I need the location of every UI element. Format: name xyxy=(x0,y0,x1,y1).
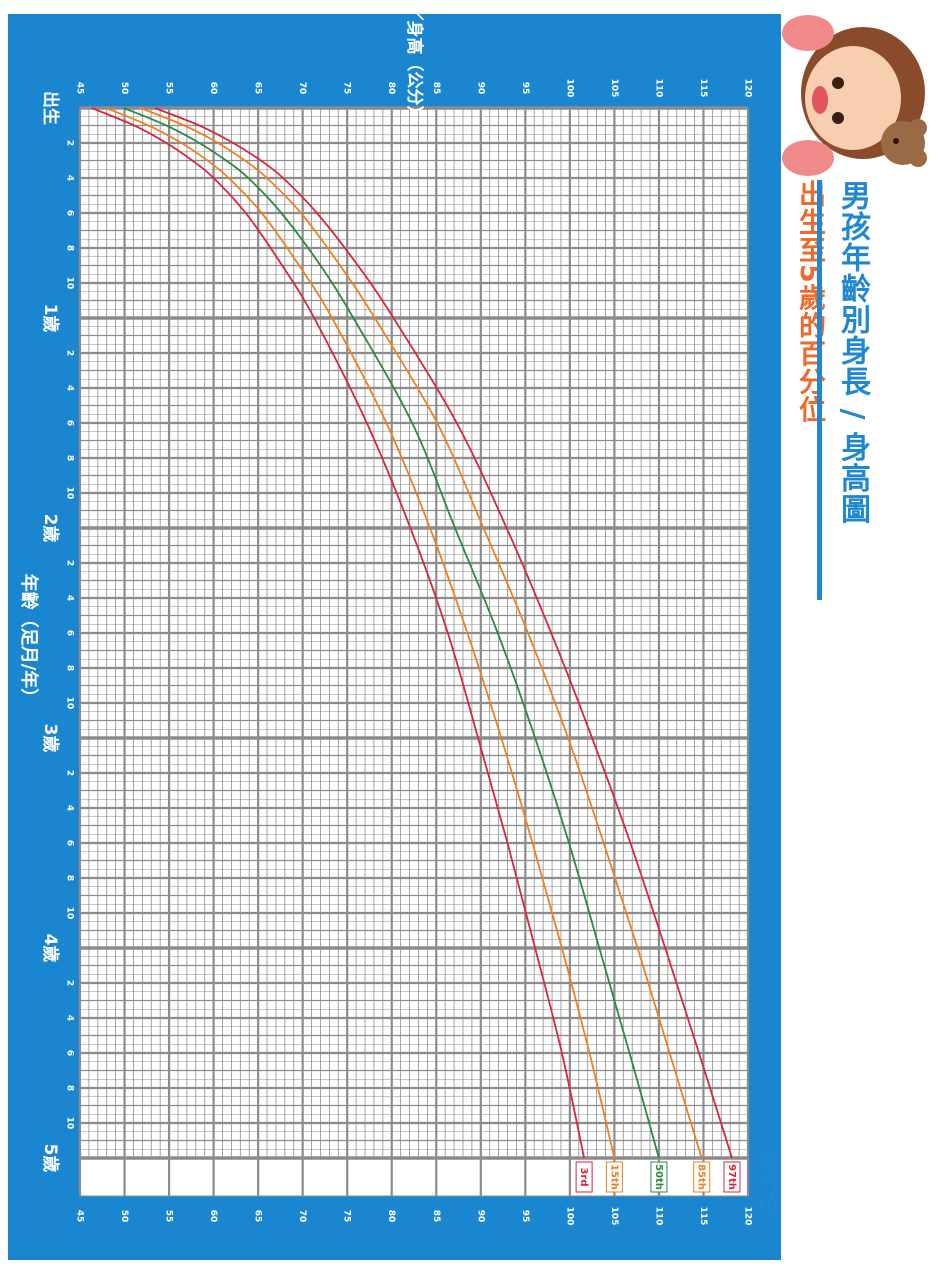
end-label-85th: 85th xyxy=(696,1164,707,1190)
age-tick-label: 8 xyxy=(65,665,75,671)
end-label-box xyxy=(575,1161,593,1193)
age-tick-label: 10 xyxy=(65,907,75,920)
age-tick-label: 8 xyxy=(65,245,75,251)
end-label-50th: 50th xyxy=(653,1164,664,1190)
age-tick-label: 6 xyxy=(65,840,75,846)
percentile-curve-85th xyxy=(140,107,703,1159)
age-tick-label: 4 xyxy=(65,1015,75,1021)
y-axis-label: 身長／身高（公分） xyxy=(404,0,425,123)
height-tick-bottom: 75 xyxy=(342,1210,352,1223)
height-tick-top: 50 xyxy=(119,82,129,95)
height-tick-top: 45 xyxy=(75,82,85,95)
cartoon-girl-icon xyxy=(768,8,936,178)
age-tick-label: 2 xyxy=(65,980,75,986)
height-tick-top: 120 xyxy=(743,79,753,98)
percentile-curve-50th xyxy=(123,107,660,1159)
height-tick-top: 115 xyxy=(698,79,708,98)
age-tick-label: 4 xyxy=(65,595,75,601)
height-tick-top: 60 xyxy=(208,82,218,95)
height-tick-bottom: 45 xyxy=(75,1210,85,1223)
height-tick-bottom: 85 xyxy=(431,1210,441,1223)
percentile-box-background xyxy=(79,1157,749,1197)
age-tick-label: 4 xyxy=(65,385,75,391)
height-tick-top: 85 xyxy=(431,82,441,95)
height-tick-bottom: 115 xyxy=(698,1207,708,1226)
end-label-box xyxy=(605,1161,623,1193)
height-tick-top: 75 xyxy=(342,82,352,95)
height-tick-top: 70 xyxy=(297,82,307,95)
chart-title: 男孩年齡別身長 / 身高圖 xyxy=(835,180,870,525)
title-block: 男孩年齡別身長 / 身高圖 出生至5歲的百分位 xyxy=(790,180,880,640)
percentile-curve-15th xyxy=(105,107,616,1159)
end-label-box xyxy=(723,1161,741,1193)
age-tick-label: 出生 xyxy=(40,91,61,125)
age-tick-label: 4 xyxy=(65,175,75,181)
chart-subtitle: 出生至5歲的百分位 xyxy=(794,180,825,424)
percentile-curve-3rd xyxy=(91,107,585,1159)
age-tick-label: 2 xyxy=(65,350,75,356)
age-tick-label: 8 xyxy=(65,1085,75,1091)
height-tick-bottom: 110 xyxy=(653,1207,663,1226)
age-tick-label: 2歲 xyxy=(40,514,61,543)
percentile-curves xyxy=(91,107,733,1159)
end-label-3rd: 3rd xyxy=(578,1167,589,1186)
age-tick-label: 8 xyxy=(65,455,75,461)
height-tick-bottom: 55 xyxy=(164,1210,174,1223)
x-axis-label: 年齡（足月/年） xyxy=(18,574,40,707)
height-tick-top: 100 xyxy=(564,79,574,98)
age-tick-label: 1歲 xyxy=(40,304,61,333)
end-label-97th: 97th xyxy=(726,1164,737,1190)
height-tick-bottom: 80 xyxy=(386,1210,396,1223)
age-tick-label: 5歲 xyxy=(40,1144,61,1173)
height-tick-bottom: 120 xyxy=(743,1207,753,1226)
height-tick-top: 80 xyxy=(386,82,396,95)
height-tick-top: 110 xyxy=(653,79,663,98)
end-label-15th: 15th xyxy=(608,1164,619,1190)
age-tick-label: 3歲 xyxy=(40,724,61,753)
percentile-curve-97th xyxy=(154,107,733,1159)
end-label-box xyxy=(693,1161,711,1193)
height-tick-bottom: 105 xyxy=(609,1207,619,1226)
age-tick-label: 2 xyxy=(65,560,75,566)
height-tick-bottom: 70 xyxy=(297,1210,307,1223)
height-tick-top: 95 xyxy=(520,82,530,95)
height-tick-bottom: 65 xyxy=(253,1210,263,1223)
tick-labels: 45 45 50 50 55 55 60 60 65 65 70 70 75 75 80 80 85 85 90 90… xyxy=(40,79,753,1226)
end-label-box xyxy=(650,1161,668,1193)
age-tick-label: 6 xyxy=(65,210,75,216)
age-tick-label: 10 xyxy=(65,1117,75,1130)
height-tick-bottom: 100 xyxy=(564,1207,574,1226)
age-tick-label: 6 xyxy=(65,630,75,636)
height-tick-top: 65 xyxy=(253,82,263,95)
age-tick-label: 6 xyxy=(65,1050,75,1056)
age-tick-label: 2 xyxy=(65,140,75,146)
height-tick-top: 55 xyxy=(164,82,174,95)
age-tick-label: 10 xyxy=(65,277,75,290)
height-tick-bottom: 95 xyxy=(520,1210,530,1223)
height-tick-bottom: 50 xyxy=(119,1210,129,1223)
age-tick-label: 8 xyxy=(65,875,75,881)
height-tick-bottom: 90 xyxy=(475,1210,485,1223)
height-tick-top: 105 xyxy=(609,79,619,98)
age-tick-label: 10 xyxy=(65,697,75,710)
age-tick-label: 10 xyxy=(65,487,75,500)
title-underline xyxy=(817,180,822,600)
grid-lines xyxy=(78,106,750,1196)
height-tick-top: 90 xyxy=(475,82,485,95)
age-tick-label: 2 xyxy=(65,770,75,776)
age-tick-label: 6 xyxy=(65,420,75,426)
height-tick-bottom: 60 xyxy=(208,1210,218,1223)
percentile-heading: 百分位 xyxy=(754,1150,779,1216)
age-tick-label: 4 xyxy=(65,805,75,811)
age-tick-label: 4歲 xyxy=(40,934,61,963)
percentile-end-labels: 3rd 15th 50th 85th 97th xyxy=(575,1161,741,1193)
